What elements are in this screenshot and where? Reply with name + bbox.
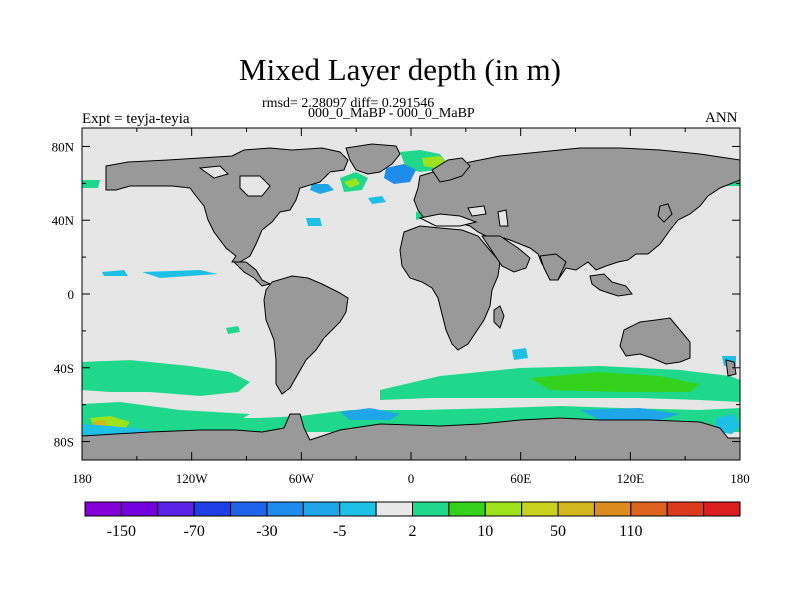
- colorbar-swatch: [339, 501, 377, 517]
- lon-tick-label: 120W: [176, 471, 209, 486]
- north-atlantic-small: [368, 196, 386, 204]
- antarctic-blue-east: [716, 414, 740, 434]
- scandinavia: [431, 157, 471, 183]
- longitude-axis: 180 120W 60W 0 60E 120E 180: [72, 128, 750, 486]
- southeast-asia-islands: [589, 273, 633, 297]
- atlantic-sector-patch: [340, 408, 400, 420]
- colorbar: [84, 501, 741, 517]
- new-zealand: [725, 359, 737, 377]
- latitude-axis: 80N 40N 0 40S 80S: [52, 139, 740, 450]
- lon-tick-label: 180: [730, 471, 750, 486]
- experiment-label: Expt = teyja-teyia: [82, 111, 190, 127]
- colorbar-swatch: [630, 501, 668, 517]
- colorbar-label: -150: [107, 523, 136, 540]
- colorbar-swatch: [412, 501, 450, 517]
- anomaly-field: [82, 150, 740, 436]
- japan: [657, 203, 673, 223]
- lat-tick-label: 80S: [54, 435, 74, 450]
- colorbar-swatch: [230, 501, 268, 517]
- tropical-pacific-streak-2: [142, 270, 218, 278]
- colorbar-swatch: [375, 501, 414, 517]
- stats-line: rmsd= 2.28097 diff= 0.291546: [262, 96, 435, 111]
- colorbar-label: 2: [409, 523, 417, 540]
- lon-tick-label: 180: [72, 471, 92, 486]
- greenland: [345, 143, 401, 175]
- colorbar-label: 110: [619, 523, 642, 540]
- colorbar-swatch: [157, 501, 195, 517]
- kuroshio-patch: [306, 218, 322, 226]
- colorbar-label: -5: [333, 523, 346, 540]
- lon-tick-label: 120E: [617, 471, 645, 486]
- north-atlantic-blue: [384, 164, 416, 184]
- colorbar-swatch: [120, 501, 159, 517]
- lon-tick-label: 60W: [289, 471, 315, 486]
- mediterranean: [418, 213, 478, 227]
- colorbar-swatch: [593, 501, 632, 517]
- lat-tick-label: 40N: [52, 213, 75, 228]
- colorbar-swatch: [266, 501, 304, 517]
- labrador-sea-yellow: [344, 178, 360, 188]
- experiment-names: 000_0_MaBP - 000_0_MaBP: [308, 106, 475, 121]
- india: [539, 253, 567, 281]
- southern-ocean-band-west: [82, 360, 250, 396]
- colorbar-swatch: [302, 501, 341, 517]
- southern-ocean-green-band: [530, 372, 700, 392]
- southern-ocean-band-low: [82, 402, 250, 420]
- north-pacific-west: [82, 180, 100, 188]
- land-masses: [82, 143, 740, 460]
- page-title: Mixed Layer depth (in m): [239, 52, 561, 87]
- map-canvas: [82, 128, 740, 460]
- lat-tick-label: 40S: [54, 361, 74, 376]
- africa: [399, 225, 501, 351]
- black-sea: [467, 205, 487, 217]
- colorbar-labels: -150 -70 -30 -5 2 10 50 110: [107, 523, 643, 540]
- australia: [619, 317, 691, 365]
- caspian-sea: [497, 209, 509, 227]
- indian-sector-patch: [580, 408, 680, 420]
- madagascar: [493, 305, 505, 329]
- lat-tick-label: 80N: [52, 139, 75, 154]
- arctic-island-1: [198, 165, 229, 179]
- colorbar-label: -70: [184, 523, 205, 540]
- south-atlantic-patch: [512, 348, 528, 360]
- colorbar-swatch: [666, 501, 705, 517]
- colorbar-swatch: [703, 501, 741, 517]
- season-label: ANN: [705, 110, 738, 126]
- tropical-pacific-streak: [102, 270, 128, 276]
- north-america: [105, 147, 349, 263]
- hudson-bay: [239, 175, 271, 197]
- colorbar-swatch: [193, 501, 232, 517]
- colorbar-label: 50: [550, 523, 566, 540]
- colorbar-swatch: [484, 501, 523, 517]
- nw-atlantic-blue: [310, 184, 334, 194]
- lon-tick-label: 0: [408, 471, 415, 486]
- colorbar-label: -30: [256, 523, 277, 540]
- antarctica: [82, 413, 740, 460]
- tropical-pacific-green: [226, 326, 240, 334]
- lat-tick-label: 0: [68, 287, 75, 302]
- colorbar-swatch: [448, 501, 486, 517]
- colorbar-swatch: [521, 501, 559, 517]
- colorbar-swatch: [557, 501, 595, 517]
- colorbar-label: 10: [477, 523, 493, 540]
- colorbar-swatch: [84, 501, 122, 517]
- lon-tick-label: 60E: [510, 471, 531, 486]
- south-america: [263, 275, 349, 395]
- arabia: [481, 235, 531, 273]
